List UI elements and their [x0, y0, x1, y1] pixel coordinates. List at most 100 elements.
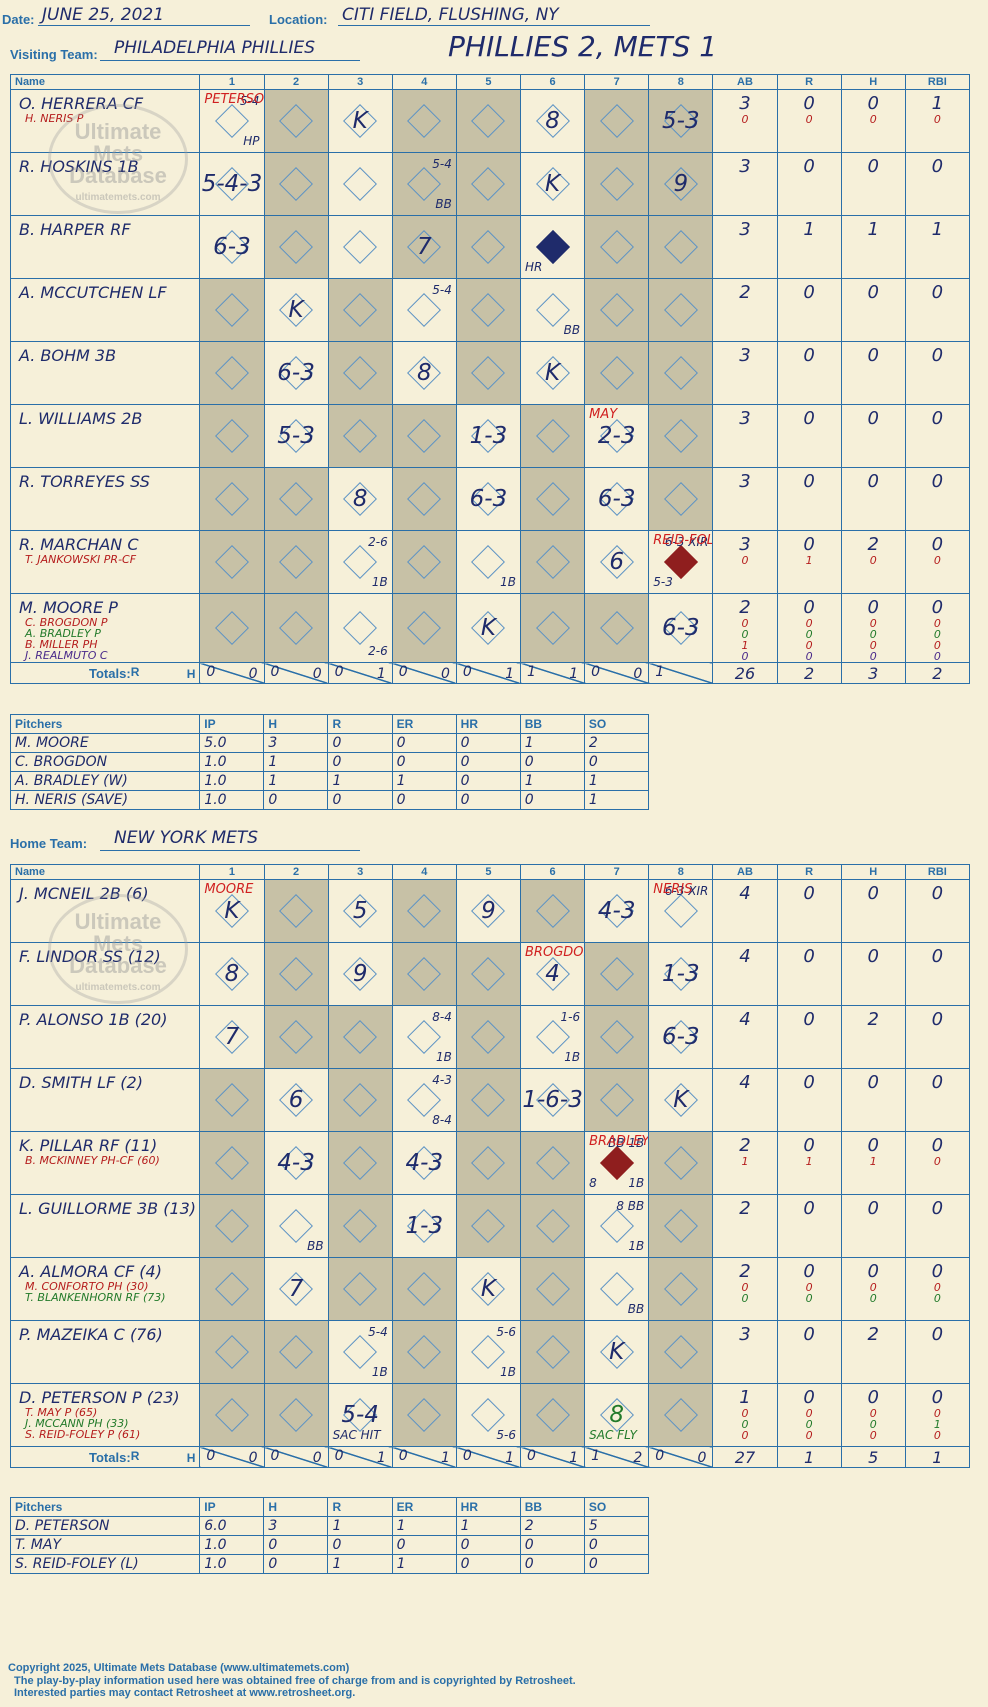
- substitute-stat: 0: [933, 617, 941, 630]
- watermark-text: Database: [69, 163, 167, 188]
- inning-hits: 1: [505, 666, 515, 682]
- hits-marker: H: [186, 667, 196, 681]
- pitcher-stat: 0: [519, 1554, 585, 1574]
- stat-value: 1: [867, 219, 879, 240]
- at-bat-cell-inning-2: [263, 215, 329, 279]
- stat-header-h: H: [840, 864, 906, 880]
- pitcher-stat: 1: [391, 1554, 457, 1574]
- at-bat-cell-inning-7: BB 1B 1B 8 BRADLEY: [584, 1131, 650, 1195]
- pitcher-stat: 1: [327, 1516, 393, 1536]
- base-diamond: [343, 167, 378, 201]
- at-bat-cell-inning-1: 6-3: [199, 215, 265, 279]
- substitute-stat: 0: [869, 628, 877, 641]
- watermark-text: Mets: [92, 141, 144, 166]
- substitute-stat: 0: [869, 1281, 877, 1294]
- at-bat-cell-inning-5: [455, 942, 522, 1006]
- at-bat-cell-inning-7: [584, 215, 650, 279]
- at-bat-result: K: [673, 1087, 689, 1113]
- retrosheet-notice: The play-by-play information used here w…: [14, 1675, 576, 1687]
- total-rbi: 2: [904, 662, 971, 684]
- pitcher-stat: 3: [263, 733, 329, 753]
- substitute-stat: 0: [741, 650, 749, 663]
- pitcher-stat: 3: [263, 1516, 329, 1536]
- pitcher-stat: 0: [327, 790, 393, 810]
- at-bat-cell-inning-2: 6: [263, 1068, 329, 1132]
- pitcher-col-er: ER: [391, 714, 457, 734]
- at-bat-cell-inning-3: [327, 215, 393, 279]
- at-bat-cell-inning-7: 8 SAC FLY: [584, 1383, 650, 1447]
- pitcher-col-er: ER: [391, 1497, 457, 1517]
- substitute-name: H. NERIS P: [25, 112, 84, 125]
- stat-cell-r: 0: [776, 278, 842, 342]
- at-bat-result: 1-3: [662, 961, 700, 987]
- at-bat-cell-inning-7: [584, 278, 650, 342]
- home-team-name: NEW YORK METS: [114, 828, 259, 848]
- inning-header-2: 2: [263, 864, 329, 880]
- base-diamond: [214, 1209, 249, 1243]
- at-bat-cell-inning-8: 6-3 XIR NERIS: [648, 879, 714, 943]
- base-diamond: [343, 356, 378, 390]
- hit-note: 5-6: [496, 1428, 517, 1442]
- inning-header-3: 3: [327, 74, 393, 90]
- play-note: 4-3: [432, 1073, 452, 1087]
- at-bat-cell-inning-2: [263, 467, 329, 531]
- inning-runs: 0: [462, 1448, 472, 1464]
- base-diamond: [535, 482, 570, 516]
- base-diamond: [471, 356, 506, 390]
- pitching-change: MAY: [589, 407, 618, 422]
- base-diamond: [471, 1146, 506, 1180]
- batter-name: L. WILLIAMS 2B: [19, 409, 143, 428]
- pitcher-stat: 1.0: [199, 752, 265, 772]
- stat-value: 1: [803, 219, 815, 240]
- inning-header-7: 7: [584, 864, 650, 880]
- at-bat-cell-inning-5: 1-3: [455, 404, 522, 468]
- base-diamond: [471, 293, 506, 327]
- stat-value: 0: [867, 408, 879, 429]
- pitcher-stat: 1: [519, 771, 585, 791]
- at-bat-cell-inning-3: K: [327, 89, 393, 153]
- inning-hits: 0: [248, 1450, 258, 1466]
- at-bat-cell-inning-6: K: [520, 152, 586, 216]
- stat-value: 0: [803, 282, 815, 303]
- pitcher-stat: 5.0: [199, 733, 265, 753]
- pitcher-stat: 1: [391, 771, 457, 791]
- base-diamond: [214, 1272, 249, 1306]
- base-diamond: [343, 1272, 378, 1306]
- at-bat-cell-inning-4: [391, 1257, 457, 1321]
- at-bat-result: 8: [417, 360, 432, 386]
- at-bat-cell-inning-7: [584, 89, 650, 153]
- totals-label: Totals:: [89, 1450, 131, 1465]
- at-bat-cell-inning-3: [327, 1131, 393, 1195]
- pitcher-name: S. REID-FOLEY (L): [9, 1554, 201, 1574]
- pitcher-name: T. MAY: [9, 1535, 201, 1555]
- at-bat-cell-inning-4: [391, 593, 457, 663]
- stat-value: 4: [739, 1009, 751, 1030]
- at-bat-cell-inning-7: K: [584, 1320, 650, 1384]
- totals-row: Totals: R H 0 0 0 0 0 1 0 1 0 1 0 1 1 2 0 0 27 1 5 1: [9, 1446, 971, 1468]
- watermark-url: ultimatemets.com: [75, 982, 161, 993]
- runs-marker: R: [130, 1449, 140, 1463]
- stat-cell-ab: 2: [712, 1194, 778, 1258]
- base-diamond: [214, 293, 249, 327]
- at-bat-cell-inning-2: 4-3: [263, 1131, 329, 1195]
- substitute-stat: 0: [933, 650, 941, 663]
- stat-value: 0: [931, 1324, 944, 1345]
- base-diamond: [407, 894, 442, 928]
- stat-value: 3: [739, 93, 751, 114]
- batter-row: L. WILLIAMS 2B 5-3 1-3 2-3 MAY 3 0 0 0: [9, 404, 971, 468]
- substitute-stat: 0: [805, 1429, 813, 1442]
- at-bat-cell-inning-5: 5-6: [455, 1383, 522, 1447]
- at-bat-cell-inning-5: [455, 89, 522, 153]
- at-bat-result: 5: [352, 898, 368, 924]
- substitute-stat: 0: [933, 1429, 941, 1442]
- at-bat-cell-inning-2: 6-3: [263, 341, 329, 405]
- batter-name: P. MAZEIKA C (76): [19, 1325, 163, 1344]
- substitute-stat: 0: [933, 113, 941, 126]
- inning-header-2: 2: [263, 74, 329, 90]
- stat-value: 0: [931, 408, 944, 429]
